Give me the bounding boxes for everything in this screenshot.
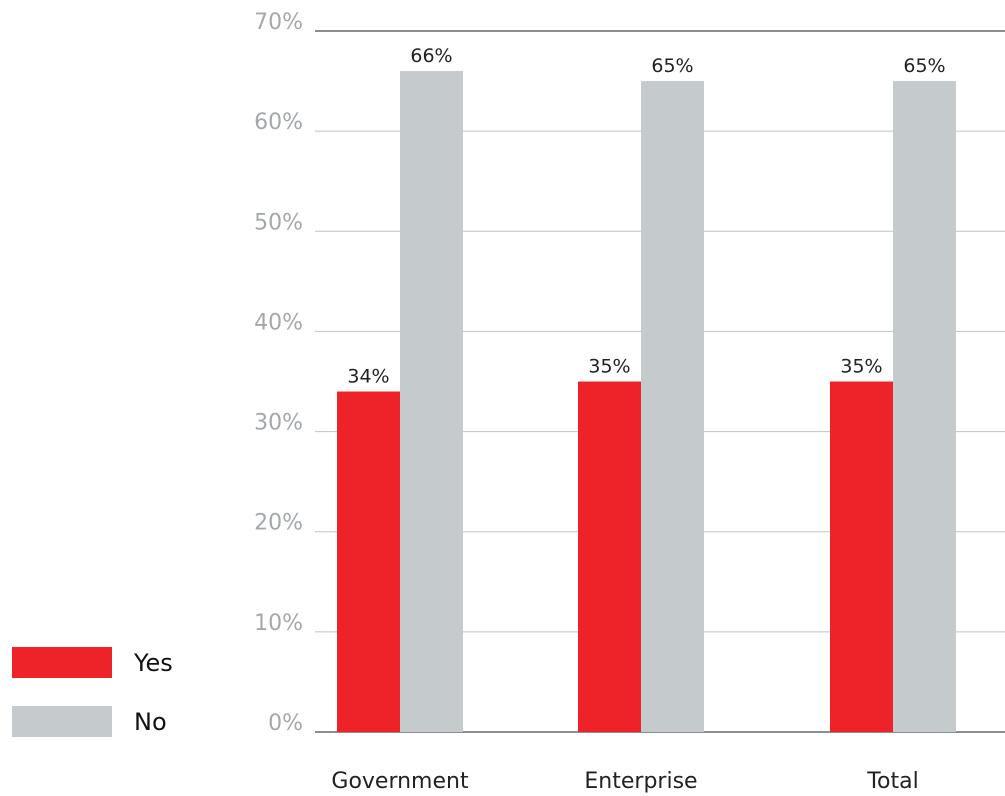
data-label: 35% <box>588 356 630 378</box>
bars <box>337 71 956 733</box>
bar-yes-enterprise <box>578 381 641 732</box>
data-label: 65% <box>651 55 693 77</box>
y-tick-label: 60% <box>254 110 303 135</box>
legend: Yes No <box>12 647 173 737</box>
y-tick-label: 40% <box>254 310 303 335</box>
data-label: 35% <box>840 356 882 378</box>
category-label: Government <box>331 769 469 794</box>
y-tick-label: 20% <box>254 511 303 536</box>
legend-label-no: No <box>134 708 167 736</box>
data-labels: 34% 66% 35% 65% 35% 65% <box>347 45 945 387</box>
y-tick-label: 70% <box>254 10 303 35</box>
bar-no-total <box>893 81 956 733</box>
category-label: Total <box>866 769 918 794</box>
data-label: 34% <box>347 366 389 388</box>
bar-no-government <box>400 71 463 733</box>
bar-yes-total <box>830 381 893 732</box>
legend-swatch-yes <box>12 647 112 678</box>
legend-swatch-no <box>12 706 112 737</box>
y-tick-label: 30% <box>254 411 303 436</box>
y-tick-label: 10% <box>254 611 303 636</box>
legend-label-yes: Yes <box>133 649 173 677</box>
data-label: 65% <box>903 55 945 77</box>
y-tick-label: 0% <box>268 711 303 736</box>
y-axis-tick-labels: 0% 10% 20% 30% 40% 50% 60% 70% <box>254 10 303 736</box>
bar-no-enterprise <box>641 81 704 733</box>
bar-yes-government <box>337 391 400 732</box>
category-label: Enterprise <box>584 769 697 794</box>
x-axis-category-labels: Government Enterprise Total <box>331 769 918 794</box>
data-label: 66% <box>410 45 452 67</box>
y-tick-label: 50% <box>254 210 303 235</box>
